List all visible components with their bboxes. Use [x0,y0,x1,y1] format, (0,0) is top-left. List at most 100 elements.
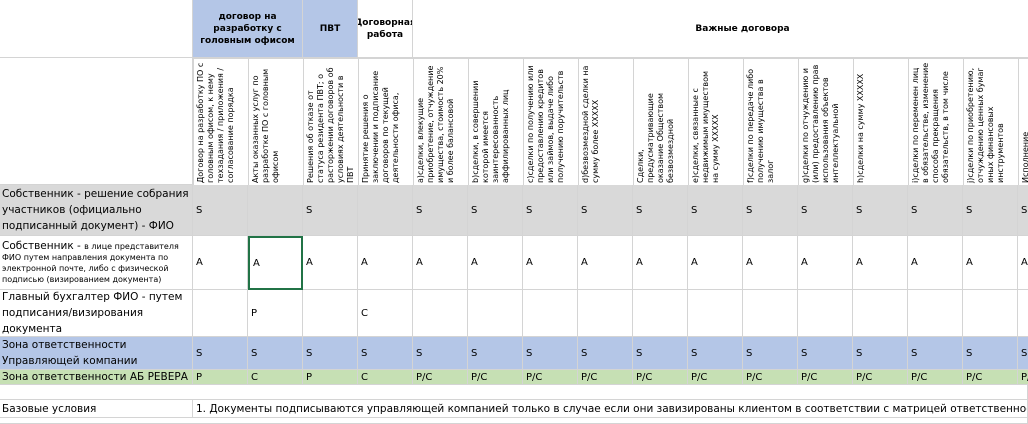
cell[interactable]: S [633,337,688,370]
cell[interactable]: A [413,236,468,290]
corner-cell [0,0,193,58]
cell[interactable] [193,290,248,337]
column-header: h)сделки на сумму XXXXX [853,58,908,185]
cell[interactable]: S [743,337,798,370]
cell[interactable]: P/C [853,370,908,385]
row-header: Собственник - в лице представителя ФИО п… [0,236,193,290]
cell[interactable] [523,290,578,337]
column-header: Акты оказанных услуг по разработке ПО с … [248,58,303,185]
cell[interactable]: A [303,236,358,290]
cell[interactable]: A [248,236,303,290]
cell[interactable]: S [1018,185,1028,236]
cell[interactable] [743,290,798,337]
cell[interactable]: A [798,236,853,290]
cell[interactable]: P [193,370,248,385]
column-header: е)сделки, связанные с недвижимым имущест… [688,58,743,185]
row-label-wrap: Собственник - в лице представителя ФИО п… [2,239,190,285]
cell[interactable] [908,290,963,337]
cell[interactable]: P/C [963,370,1018,385]
cell[interactable]: A [633,236,688,290]
cell[interactable]: S [743,185,798,236]
cell[interactable]: P/C [743,370,798,385]
cell[interactable]: A [963,236,1018,290]
cell[interactable]: P/C [633,370,688,385]
cell[interactable]: A [908,236,963,290]
cell[interactable] [633,290,688,337]
cell[interactable]: P/C [468,370,523,385]
footer-text: 1. Документы подписываются управляющей к… [193,400,1028,418]
cell[interactable]: S [413,185,468,236]
cell[interactable] [468,290,523,337]
cell[interactable]: S [908,337,963,370]
cell[interactable]: S [963,337,1018,370]
cell[interactable]: S [303,337,358,370]
cell[interactable]: A [578,236,633,290]
cell[interactable]: S [688,185,743,236]
cell[interactable] [303,290,358,337]
row-header: Зона ответственности АБ РЕВЕРА [0,370,193,385]
cell[interactable]: S [248,337,303,370]
cell[interactable]: P/C [413,370,468,385]
cell[interactable]: S [853,337,908,370]
cell[interactable]: P/C [578,370,633,385]
cell[interactable] [798,290,853,337]
column-header: а)сделки, влекущие приобретение, отчужде… [413,58,468,185]
cell[interactable] [688,290,743,337]
cell[interactable]: P/C [523,370,578,385]
cell[interactable]: A [358,236,413,290]
group-header: Важные договора [413,0,1028,58]
cell[interactable]: S [578,337,633,370]
cell[interactable]: C [358,370,413,385]
row-label: Главный бухгалтер ФИО - путем подписания… [2,291,183,335]
cell[interactable]: S [798,337,853,370]
corner-cell [0,58,193,185]
cell[interactable]: S [853,185,908,236]
cell[interactable]: S [798,185,853,236]
cell[interactable] [578,290,633,337]
cell[interactable]: P [248,290,303,337]
cell[interactable]: A [1018,236,1028,290]
blank-row [0,418,1028,424]
column-header: Сделки, предусматривающие оказание Общес… [633,58,688,185]
row-header: Собственник - решение собрания участнико… [0,185,193,236]
row-label: Собственник - [2,239,81,252]
cell[interactable] [1018,290,1028,337]
cell[interactable] [853,290,908,337]
cell[interactable] [413,290,468,337]
cell[interactable]: P [303,370,358,385]
cell[interactable]: S [468,185,523,236]
cell[interactable] [358,185,413,236]
cell[interactable]: A [468,236,523,290]
cell[interactable]: A [523,236,578,290]
cell[interactable]: P/C [908,370,963,385]
cell[interactable]: S [963,185,1018,236]
cell[interactable]: C [248,370,303,385]
cell[interactable] [963,290,1018,337]
cell[interactable]: S [1018,337,1028,370]
cell[interactable]: A [193,236,248,290]
cell[interactable]: S [633,185,688,236]
cell[interactable]: S [193,185,248,236]
cell[interactable]: A [688,236,743,290]
cell[interactable] [248,185,303,236]
cell[interactable]: S [303,185,358,236]
column-header: b)сделки, в совершении которой имеется з… [468,58,523,185]
cell[interactable]: S [468,337,523,370]
column-header: g)сделки по отчуждению и (или) предостав… [798,58,853,185]
cell[interactable]: S [413,337,468,370]
cell[interactable]: A [743,236,798,290]
cell[interactable]: A [853,236,908,290]
cell[interactable]: S [358,337,413,370]
cell[interactable]: S [523,337,578,370]
cell[interactable]: C [358,290,413,337]
cell[interactable]: S [523,185,578,236]
cell[interactable]: S [193,337,248,370]
cell[interactable]: P/C [1018,370,1028,385]
cell[interactable]: P/C [688,370,743,385]
column-header: f)сделки по передаче либо получению имущ… [743,58,798,185]
cell[interactable]: S [578,185,633,236]
cell[interactable]: S [908,185,963,236]
cell[interactable]: P/C [798,370,853,385]
cell[interactable]: S [688,337,743,370]
